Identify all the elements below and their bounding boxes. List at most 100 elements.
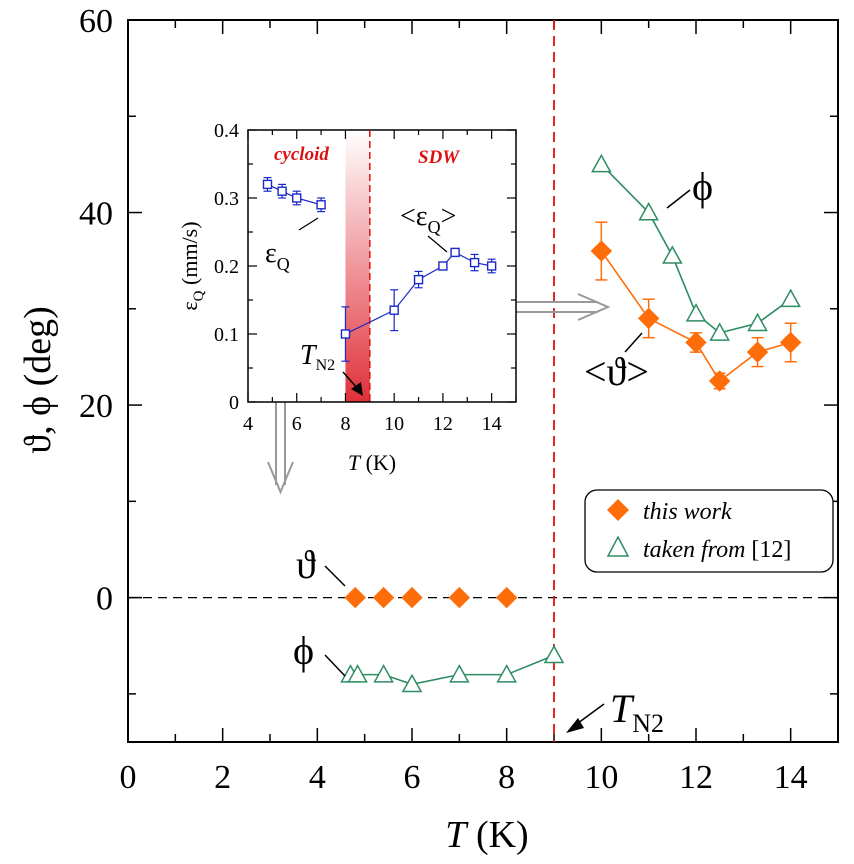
inset-x-tick-label: 4 — [243, 413, 253, 435]
legend: this work taken from [12] — [584, 489, 834, 573]
tn2-inset-t: T — [300, 340, 318, 371]
tn2-main-label: TN2 — [610, 686, 664, 738]
inset-data-point — [277, 186, 287, 196]
mean-epsq-label: <εQ> — [400, 201, 456, 237]
data-point — [347, 664, 368, 683]
data-point — [747, 312, 768, 332]
legend-marker-reference — [606, 535, 630, 557]
legend-reference-cite: [12] — [745, 537, 791, 563]
region-label-cycloid: cycloid — [274, 144, 329, 165]
tn2-inset-sub: N2 — [316, 357, 336, 374]
inset-y-tick-label: 0.4 — [214, 120, 239, 142]
x-tick-label: 0 — [120, 759, 137, 796]
mean-epsq-tail: > — [441, 201, 457, 232]
x-tick-label: 6 — [404, 759, 421, 796]
data-point — [495, 586, 518, 609]
theta-zero-label: ϑ — [296, 542, 316, 587]
inset-series-line — [267, 183, 322, 206]
data-point — [344, 586, 366, 609]
x-tick-label: 12 — [679, 759, 713, 796]
inset-series-layer — [262, 177, 497, 362]
tn2-main-sub: N2 — [632, 709, 664, 738]
data-point — [685, 331, 707, 354]
region-label-sdw: SDW — [418, 147, 460, 168]
inset-y-axis-title: εQ (mm/s) — [177, 221, 207, 310]
y-tick-label: 60 — [79, 3, 113, 40]
data-point — [372, 586, 395, 609]
annotation-theta-upper: <ϑ> — [584, 332, 649, 394]
x-tick-label: 14 — [774, 759, 808, 796]
data-point — [780, 288, 801, 308]
phi-upper-label: ϕ — [692, 164, 713, 209]
tn2-inset-label: TN2 — [300, 340, 335, 374]
inset-x-tick-label: 10 — [384, 413, 404, 435]
inset-data-point — [389, 305, 399, 315]
cycloid-region-band — [345, 130, 370, 402]
data-point — [779, 331, 802, 354]
legend-marker-this-work — [607, 499, 629, 521]
inset-ticks — [247, 129, 517, 403]
data-point — [708, 370, 731, 392]
annotation-phi-upper: ϕ — [666, 164, 713, 209]
data-point — [591, 153, 612, 173]
data-point — [496, 664, 517, 683]
inset-x-axis-title: T (K) — [348, 450, 396, 475]
epsq-sub: Q — [277, 254, 290, 274]
phi-lower-label: ϕ — [293, 628, 314, 673]
data-point — [373, 664, 394, 683]
inset-data-point — [438, 261, 448, 271]
main-y-axis-title: ϑ, ϕ (deg) — [17, 306, 59, 454]
inset-data-point — [316, 200, 326, 210]
inset-data-point — [262, 179, 273, 190]
inset-data-point — [413, 274, 424, 285]
data-point — [685, 303, 707, 322]
data-point — [746, 341, 769, 363]
annotation-mean-epsq: <εQ> — [400, 201, 456, 253]
inset-data-point — [292, 193, 302, 203]
annotation-tn2-inset: TN2 — [300, 340, 363, 396]
inset-y-tick-label: 0 — [229, 392, 239, 414]
inset-y-tick-label: 0.3 — [214, 188, 239, 210]
inset-data-point — [450, 247, 460, 258]
inset-x-tick-label: 12 — [433, 413, 453, 435]
x-tick-label: 2 — [214, 759, 231, 796]
x-tick-label: 10 — [584, 759, 618, 796]
main-x-axis-title: T (K) — [445, 814, 528, 856]
inset-x-tick-label: 8 — [340, 413, 350, 435]
x-tick-label: 4 — [309, 759, 326, 796]
data-point — [709, 322, 730, 341]
mean-epsq-main: <ε — [400, 201, 428, 232]
data-point — [543, 644, 565, 664]
data-point — [401, 673, 423, 693]
data-point — [448, 586, 471, 609]
data-point — [449, 664, 470, 683]
tn2-main-t: T — [610, 686, 635, 731]
legend-reference-text: taken from — [643, 537, 745, 563]
inset-y-tick-label: 0.2 — [214, 256, 239, 278]
y-tick-label: 0 — [96, 581, 113, 618]
inset-x-tick-label: 6 — [292, 413, 302, 435]
annotation-phi-lower: ϕ — [293, 628, 346, 677]
y-tick-label: 20 — [79, 388, 113, 425]
inset-tick-labels: 4 6 8 10 12 14 0 0.1 0.2 0.3 0.4 — [214, 120, 502, 435]
x-tick-label: 8 — [498, 759, 515, 796]
main-series-layer — [340, 153, 802, 693]
main-plot-frame — [127, 19, 839, 743]
inset-x-tick-label: 14 — [482, 413, 502, 435]
epsq-main: ε — [265, 238, 277, 269]
legend-label-reference: taken from [12] — [643, 537, 791, 563]
inset-data-point — [486, 261, 497, 271]
legend-label-this-work: this work — [643, 499, 732, 525]
inset-y-tick-label: 0.1 — [214, 324, 239, 346]
data-point — [637, 307, 660, 330]
main-ticks — [127, 19, 839, 742]
theta-upper-label: <ϑ> — [584, 349, 649, 394]
data-point — [590, 240, 613, 262]
inset-data-point — [340, 329, 351, 339]
data-point — [662, 245, 683, 264]
data-point — [638, 201, 659, 221]
annotation-epsq: εQ — [265, 217, 319, 274]
data-point — [401, 586, 423, 609]
